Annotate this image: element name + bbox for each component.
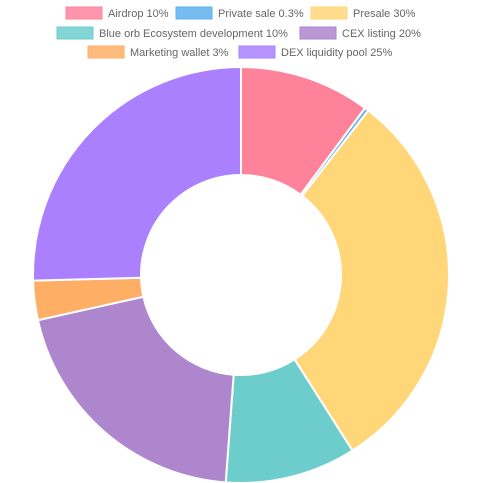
legend-swatch-marketing-wallet [87,45,125,59]
legend-label-cex-listing: CEX listing 20% [342,28,421,40]
legend-item-presale[interactable]: Presale 30% [310,6,416,20]
legend-swatch-presale [310,6,348,20]
legend-item-cex-listing[interactable]: CEX listing 20% [299,26,421,40]
legend-label-ecosystem: Blue orb Ecosystem development 10% [99,28,288,40]
legend-item-ecosystem[interactable]: Blue orb Ecosystem development 10% [56,26,288,40]
legend-item-airdrop[interactable]: Airdrop 10% [65,6,169,20]
legend-label-airdrop: Airdrop 10% [108,8,169,20]
slice-cex-listing-20[interactable] [36,295,235,483]
doughnut-slices [32,65,450,483]
legend-swatch-dex-liquidity [238,45,276,59]
legend-swatch-airdrop [65,6,103,20]
legend: Airdrop 10% Private sale 0.3% Presale 30… [56,6,421,59]
slice-dex-liquidity-pool-25[interactable] [32,65,242,282]
legend-label-presale: Presale 30% [353,8,416,20]
legend-swatch-ecosystem [56,26,94,40]
legend-swatch-cex-listing [299,26,337,40]
legend-label-dex-liquidity: DEX liquidity pool 25% [281,47,393,59]
legend-item-marketing-wallet[interactable]: Marketing wallet 3% [87,45,229,59]
legend-label-marketing-wallet: Marketing wallet 3% [130,47,229,59]
legend-label-private-sale: Private sale 0.3% [218,8,304,20]
legend-item-private-sale[interactable]: Private sale 0.3% [175,6,304,20]
slice-presale-30[interactable] [293,109,450,452]
legend-swatch-private-sale [175,6,213,20]
legend-item-dex-liquidity[interactable]: DEX liquidity pool 25% [238,45,393,59]
